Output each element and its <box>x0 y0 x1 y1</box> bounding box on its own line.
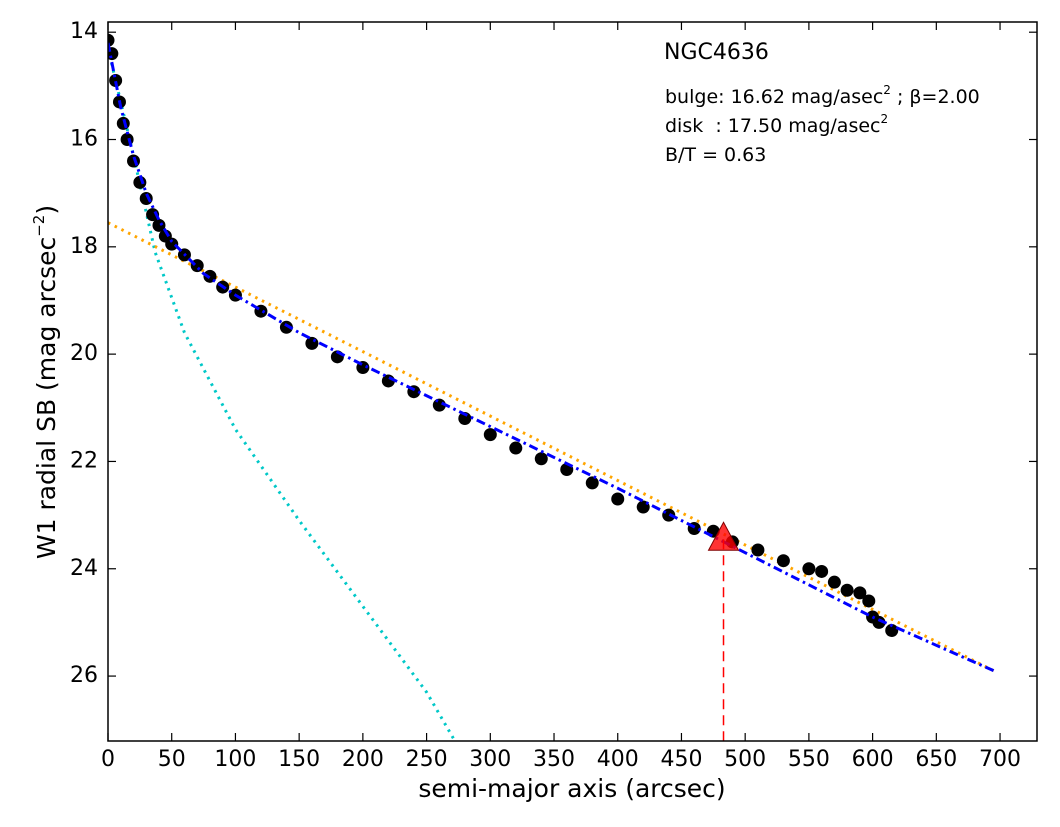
data-point <box>885 623 899 637</box>
annotation-text: disk : 17.50 mag/asec <box>665 115 881 137</box>
y-tick-label: 26 <box>70 663 98 688</box>
annotation-sup: 2 <box>881 112 889 126</box>
axes-frame <box>107 21 1038 742</box>
x-tick-label: 450 <box>660 747 702 772</box>
marker-triangle <box>707 521 740 551</box>
x-tick-label: 650 <box>915 747 957 772</box>
data-point <box>509 441 523 455</box>
y-tick-label: 24 <box>70 556 98 581</box>
x-tick-label: 600 <box>852 747 894 772</box>
data-point <box>815 564 829 578</box>
data-point <box>126 154 140 168</box>
x-tick-label: 550 <box>788 747 830 772</box>
x-tick-label: 200 <box>342 747 384 772</box>
x-axis-label: semi-major axis (arcsec) <box>418 774 725 803</box>
data-point <box>152 218 166 232</box>
y-axis-label-text: W1 radial SB (mag arcsec <box>32 237 61 559</box>
fit-line <box>108 47 456 741</box>
x-tick-label: 500 <box>724 747 766 772</box>
annotation: disk : 17.50 mag/asec2 <box>665 112 888 137</box>
fit-line <box>108 221 995 673</box>
data-point <box>305 336 319 350</box>
y-tick-label: 14 <box>70 19 98 44</box>
annotation-text: bulge: 16.62 mag/asec <box>665 86 883 108</box>
annotation-text: B/T = 0.63 <box>665 144 766 166</box>
y-tick-label: 20 <box>70 341 98 366</box>
data-point <box>776 554 790 568</box>
x-tick-label: 0 <box>101 747 115 772</box>
data-point <box>853 586 867 600</box>
x-tick-label: 50 <box>158 747 186 772</box>
y-tick-label: 18 <box>70 234 98 259</box>
data-point <box>165 237 179 251</box>
x-tick-label: 300 <box>469 747 511 772</box>
data-point <box>872 615 886 629</box>
annotation-sup: 2 <box>883 83 891 97</box>
annotation: bulge: 16.62 mag/asec2 ; β=2.00 <box>665 83 980 108</box>
fit-line <box>108 42 995 673</box>
data-point <box>751 543 765 557</box>
y-tick-label: 16 <box>70 127 98 152</box>
data-point <box>279 320 293 334</box>
data-point <box>611 492 625 506</box>
y-axis-label: W1 radial SB (mag arcsec−2) <box>30 205 62 559</box>
x-tick-label: 700 <box>979 747 1021 772</box>
data-point <box>458 412 472 426</box>
data-point <box>827 575 841 589</box>
data-point <box>116 116 130 130</box>
data-point <box>133 175 147 189</box>
y-tick-label: 22 <box>70 448 98 473</box>
x-tick-label: 100 <box>214 747 256 772</box>
data-point <box>862 594 876 608</box>
data-point <box>585 476 599 490</box>
data-point <box>802 562 816 576</box>
data-point <box>109 73 123 87</box>
chart-title: NGC4636 <box>664 40 769 65</box>
x-tick-label: 350 <box>533 747 575 772</box>
data-point <box>534 452 548 466</box>
y-axis-label-sup: −2 <box>30 215 48 237</box>
data-point <box>840 583 854 597</box>
x-tick-label: 150 <box>278 747 320 772</box>
annotation-tail: ; β=2.00 <box>891 86 980 108</box>
y-axis-label-tail: ) <box>32 205 61 215</box>
data-point <box>139 192 153 206</box>
annotation: B/T = 0.63 <box>665 144 766 166</box>
x-tick-label: 400 <box>597 747 639 772</box>
data-point <box>483 428 497 442</box>
plot-area <box>108 33 995 741</box>
x-tick-label: 250 <box>406 747 448 772</box>
